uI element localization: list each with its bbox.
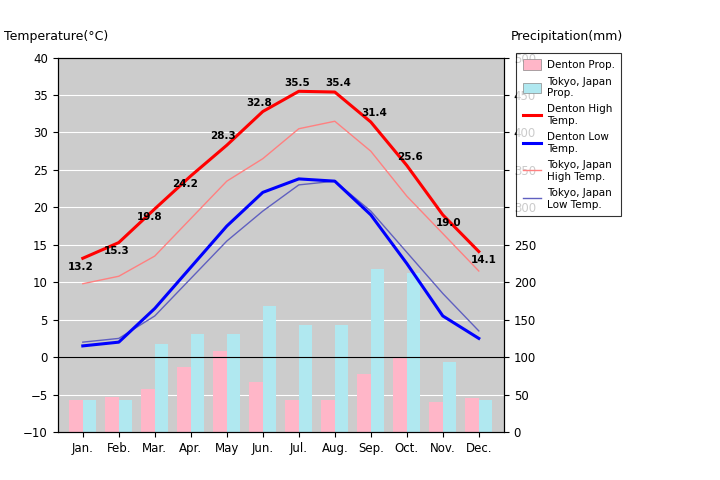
- Text: Temperature(°C): Temperature(°C): [4, 30, 108, 43]
- Bar: [465, 398, 479, 432]
- Bar: [191, 334, 204, 432]
- Bar: [69, 400, 83, 432]
- Bar: [407, 273, 420, 432]
- Text: 24.2: 24.2: [173, 180, 198, 190]
- Bar: [119, 400, 132, 432]
- Bar: [177, 367, 191, 432]
- Bar: [371, 269, 384, 432]
- Text: 13.2: 13.2: [68, 262, 94, 272]
- Text: 28.3: 28.3: [210, 132, 236, 142]
- Bar: [141, 389, 155, 432]
- Text: 14.1: 14.1: [472, 255, 497, 265]
- Text: 32.8: 32.8: [246, 98, 272, 108]
- Bar: [249, 382, 263, 432]
- Text: 19.8: 19.8: [137, 212, 162, 222]
- Bar: [393, 357, 407, 432]
- Bar: [357, 373, 371, 432]
- Bar: [429, 402, 443, 432]
- Bar: [299, 325, 312, 432]
- Bar: [479, 400, 492, 432]
- Text: 31.4: 31.4: [361, 108, 387, 118]
- Bar: [443, 362, 456, 432]
- Text: 35.4: 35.4: [325, 78, 351, 88]
- Bar: [321, 400, 335, 432]
- Text: 19.0: 19.0: [436, 218, 461, 228]
- Bar: [227, 334, 240, 432]
- Legend: Denton Prop., Tokyo, Japan
Prop., Denton High
Temp., Denton Low
Temp., Tokyo, Ja: Denton Prop., Tokyo, Japan Prop., Denton…: [516, 53, 621, 216]
- Text: Precipitation(mm): Precipitation(mm): [511, 30, 624, 43]
- Text: 15.3: 15.3: [104, 246, 130, 256]
- Bar: [105, 397, 119, 432]
- Bar: [213, 351, 227, 432]
- Bar: [263, 306, 276, 432]
- Text: 25.6: 25.6: [397, 152, 423, 162]
- Bar: [285, 400, 299, 432]
- Bar: [335, 325, 348, 432]
- Text: 35.5: 35.5: [284, 78, 310, 87]
- Bar: [155, 344, 168, 432]
- Bar: [83, 400, 96, 432]
